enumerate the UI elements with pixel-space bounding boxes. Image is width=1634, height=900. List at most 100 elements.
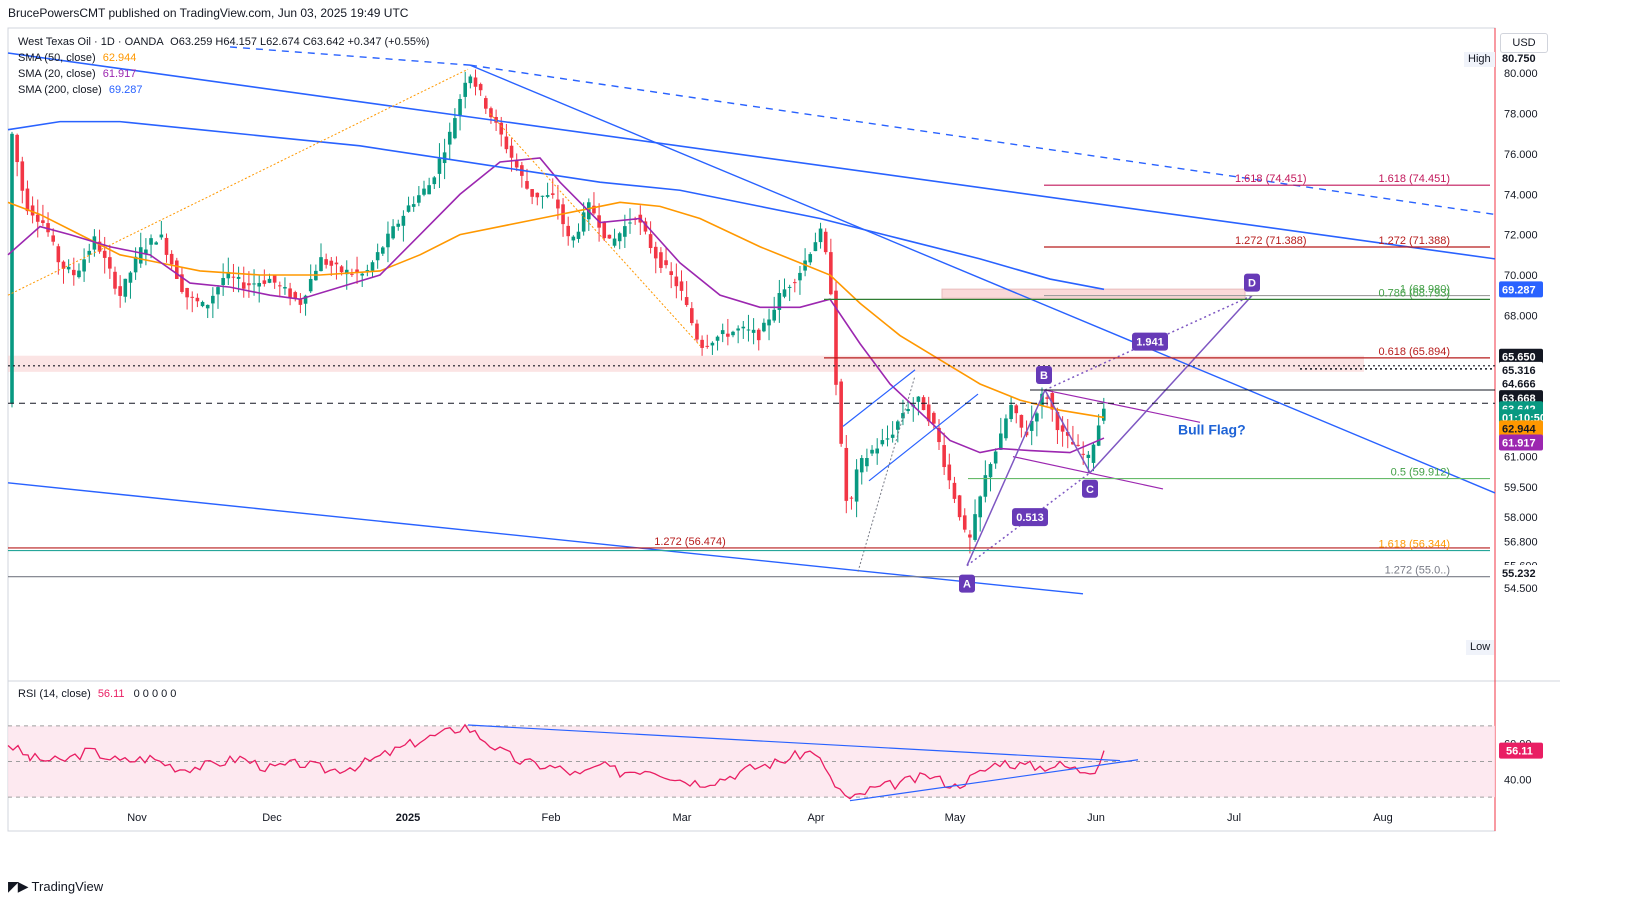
ohlc-values: O63.259 H64.157 L62.674 C63.642 +0.347 (… (170, 36, 430, 48)
sma50-label[interactable]: SMA (50, close) (18, 52, 96, 64)
x-tick-label: Aug (1373, 812, 1393, 824)
candle-body (556, 199, 560, 209)
sma20-label[interactable]: SMA (20, close) (18, 68, 96, 80)
price-axis-label: 69.287 (1502, 284, 1536, 296)
candle-body (1096, 425, 1101, 446)
chart-legend: West Texas Oil · 1D · OANDA O63.259 H64.… (18, 34, 429, 98)
candle-body (211, 295, 215, 304)
price-axis-label: 64.666 (1502, 379, 1536, 391)
candle-body (762, 322, 766, 332)
candle-body (241, 282, 246, 289)
candle-body (267, 278, 272, 283)
candle-body (334, 262, 339, 265)
candle-body (504, 136, 509, 150)
candle-body (659, 252, 663, 268)
rising-channel-top (842, 369, 916, 427)
candle-body (710, 342, 715, 346)
price-axis-label-bg (1499, 281, 1543, 298)
candle-body (293, 292, 298, 299)
candle-body (525, 181, 529, 189)
sma20-line (7, 157, 1105, 454)
candle-body (829, 252, 833, 295)
candle-body (92, 236, 97, 250)
candle-body (849, 497, 854, 499)
rsi-price-label: 56.11 (1506, 746, 1533, 758)
candle-body (1065, 432, 1070, 436)
price-axis-label-bg (1499, 348, 1543, 365)
candle-body (303, 295, 308, 304)
candle-body (1029, 420, 1034, 431)
price-axis-label-bg (1499, 434, 1543, 451)
rsi-label[interactable]: RSI (14, close) (18, 688, 91, 700)
candle-body (1081, 453, 1085, 455)
candle-body (705, 345, 710, 347)
candle-body (128, 272, 133, 283)
ratio-upper-label: 1.941 (1136, 337, 1164, 349)
candle-body (880, 440, 885, 445)
candle-body (514, 160, 519, 168)
rsi-price-label-bg (1499, 742, 1543, 759)
candle-body (355, 269, 359, 273)
rsi-line (7, 723, 1105, 800)
candle-body (664, 260, 668, 266)
candle-body (767, 319, 771, 326)
candle-body (370, 262, 375, 271)
chart-frame (7, 27, 1496, 832)
sma50-value: 62.944 (102, 52, 137, 64)
candle-body (1045, 397, 1049, 399)
candle-body (1055, 411, 1060, 431)
candle-body (540, 195, 545, 197)
candle-body (138, 247, 143, 264)
dashed-upper-trendline (469, 64, 1496, 216)
supply-zone (941, 288, 1246, 299)
candle-body (180, 274, 184, 292)
candle-body (401, 215, 406, 226)
y-tick-label: 80.000 (1504, 68, 1538, 80)
candle-body (947, 464, 952, 481)
y-tick-label: 61.000 (1504, 452, 1538, 464)
candle-body (1014, 405, 1019, 414)
candle-body (993, 451, 998, 464)
candle-body (926, 404, 931, 422)
point-b-label: B (1040, 370, 1048, 382)
ratio-lower-label: 0.513 (1016, 512, 1044, 524)
candle-body (932, 412, 936, 424)
price-axis-label: 65.650 (1502, 352, 1536, 364)
candle-body (417, 195, 421, 203)
high-tag: High (1464, 52, 1495, 67)
candle-body (386, 233, 390, 248)
candle-body (834, 290, 838, 385)
candle-body (422, 188, 426, 195)
candle-body (252, 283, 256, 285)
rsi-tick-label: 40.00 (1504, 774, 1532, 786)
candle-body (205, 304, 210, 309)
candle-body (463, 82, 467, 97)
candle-body (365, 270, 370, 272)
candle-body (1102, 408, 1106, 421)
candle-body (777, 293, 782, 310)
candle-body (236, 276, 241, 279)
candle-body (288, 288, 292, 299)
candle-body (1091, 444, 1096, 463)
candle-body (612, 238, 617, 246)
currency-selector[interactable]: USD (1500, 33, 1548, 53)
candle-body (432, 177, 437, 185)
candle-body (447, 131, 452, 145)
x-tick-label: May (945, 812, 966, 824)
candle-body (308, 278, 313, 292)
steep-downtrend-line (469, 64, 1496, 494)
sma200-label[interactable]: SMA (200, close) (18, 84, 102, 96)
candle-body (169, 253, 174, 265)
candle-body (108, 257, 112, 269)
candle-body (818, 228, 823, 243)
y-tick-label: 72.000 (1504, 230, 1538, 242)
y-tick-label: 76.000 (1504, 149, 1538, 161)
tradingview-logo[interactable]: ◤▶ TradingView (8, 878, 103, 895)
candle-body (999, 433, 1003, 450)
lower-channel-line (7, 482, 1084, 595)
candle-body (530, 189, 534, 197)
candle-body (77, 270, 81, 278)
candle-body (484, 98, 488, 109)
fib-dotted-line-2 (489, 113, 701, 346)
